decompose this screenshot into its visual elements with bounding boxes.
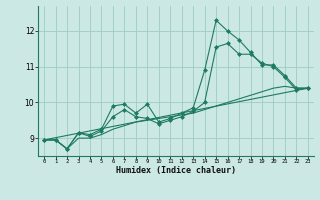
X-axis label: Humidex (Indice chaleur): Humidex (Indice chaleur) [116,166,236,175]
